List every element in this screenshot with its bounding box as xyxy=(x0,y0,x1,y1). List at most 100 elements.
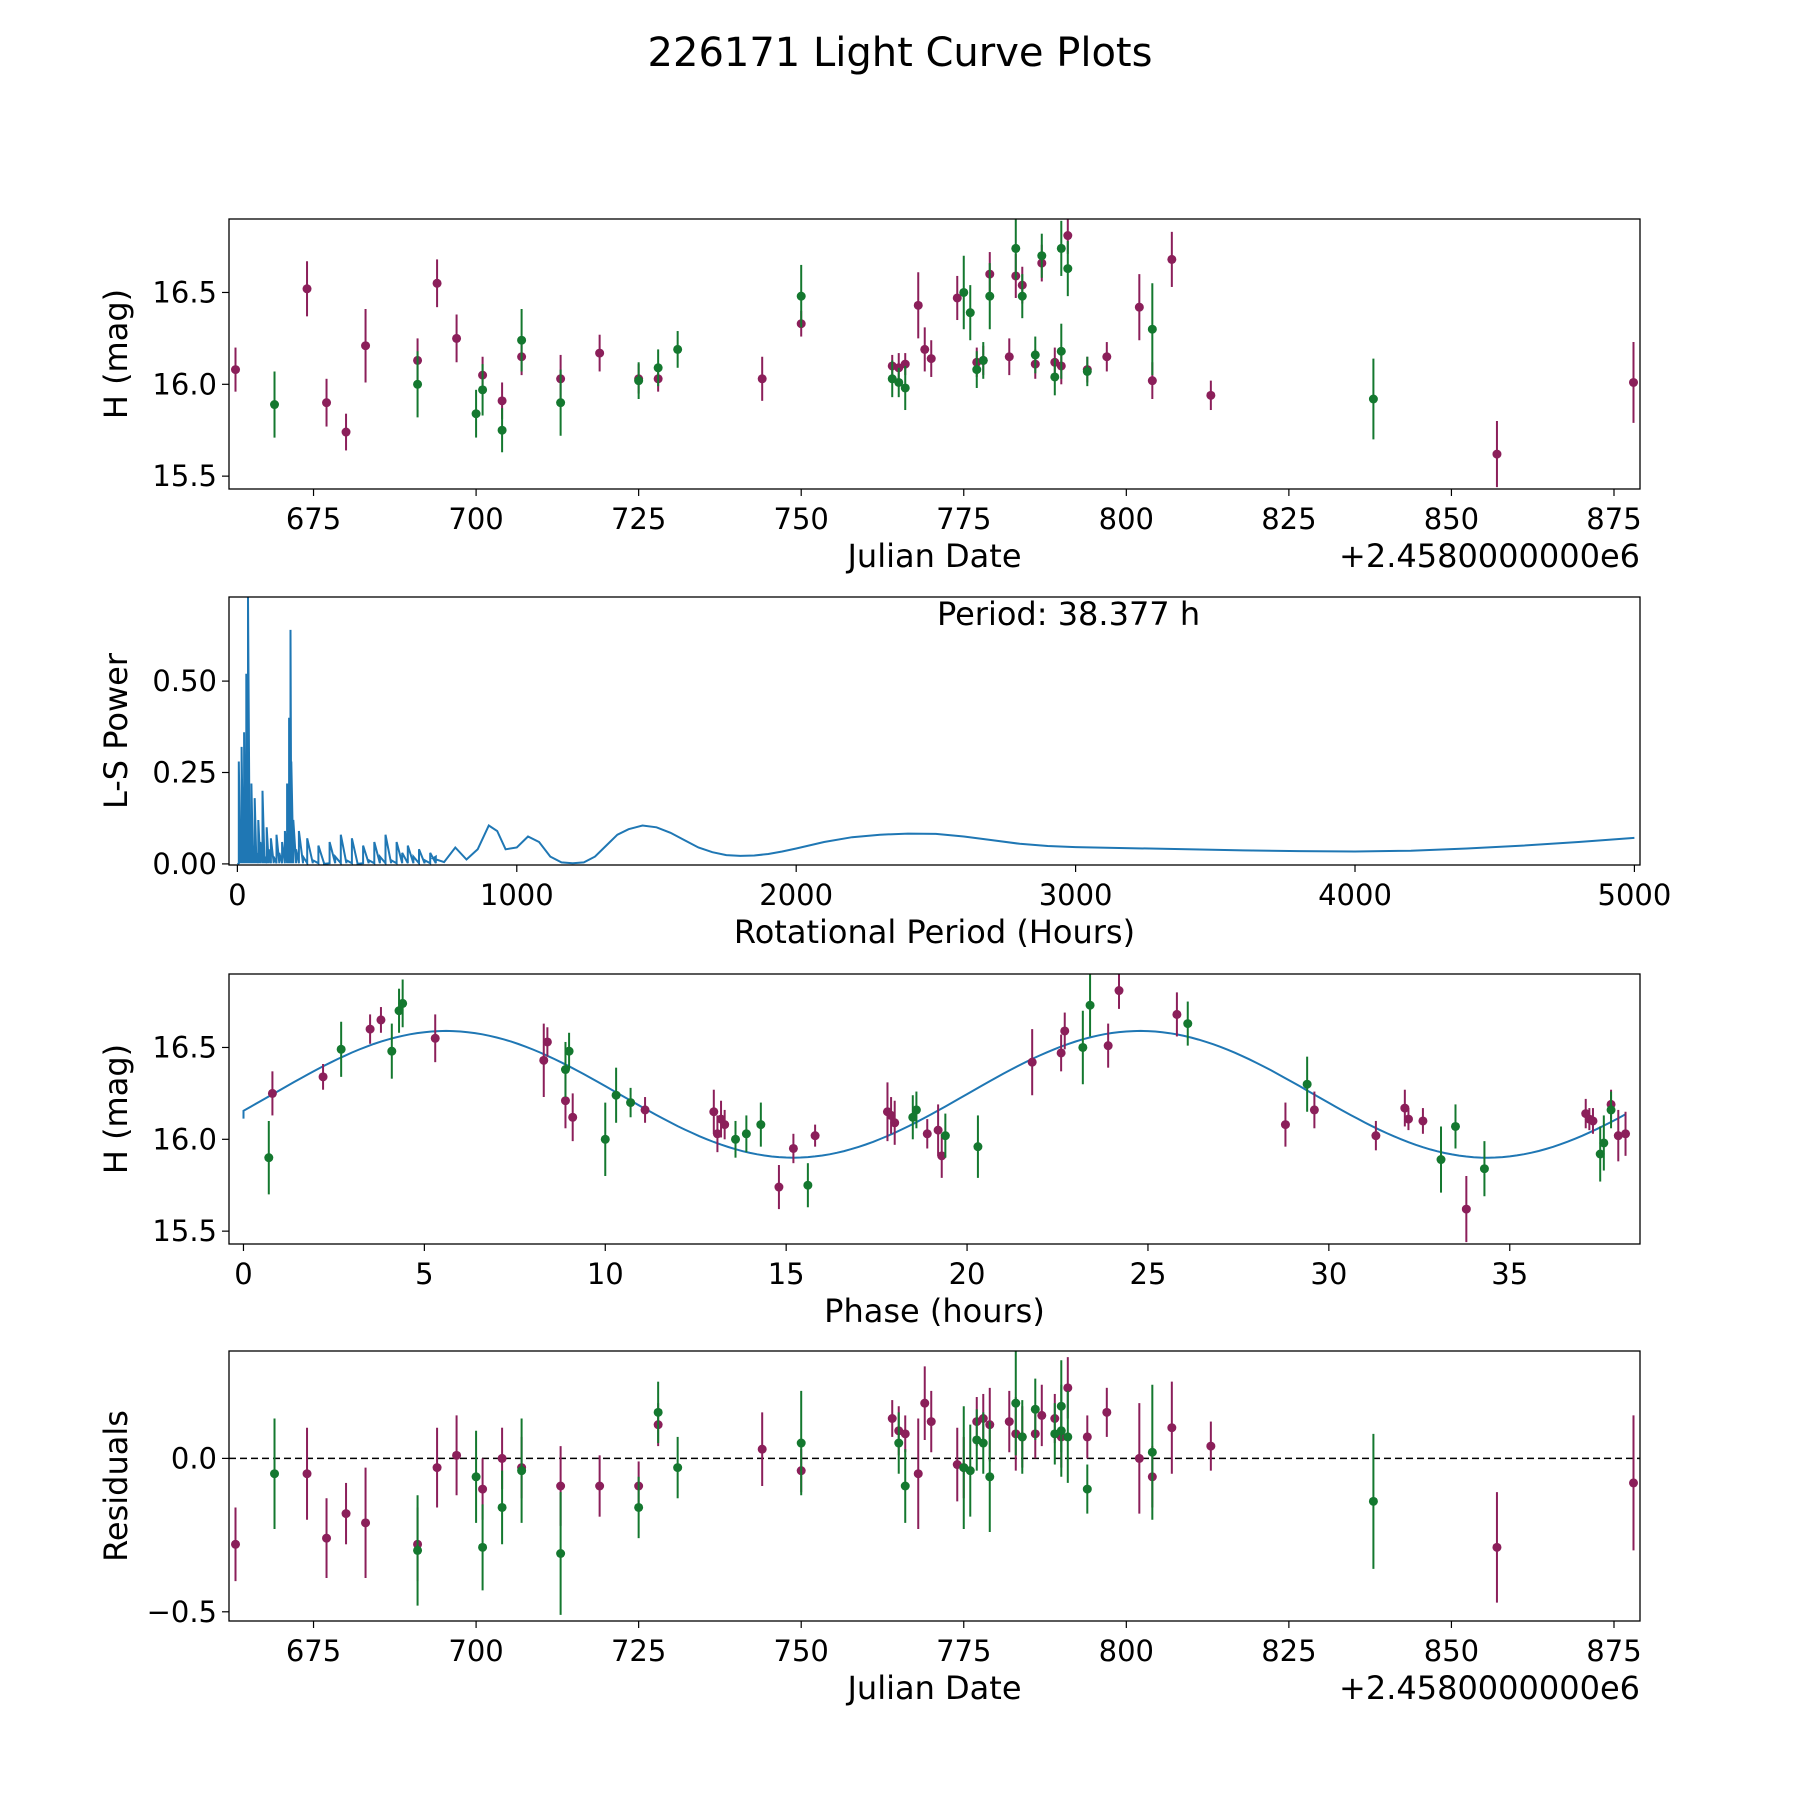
x-tick-label: 35 xyxy=(1491,1257,1528,1291)
data-point xyxy=(539,1055,549,1065)
subplot-lightcurve: 675 700 725 750 775 800 825 850 875 15.5 16.0 16.5 J… xyxy=(97,218,1642,575)
plot-area-lightcurve xyxy=(231,219,1638,488)
data-point xyxy=(1606,1105,1616,1115)
x-tick-label: 20 xyxy=(949,1257,986,1291)
data-point xyxy=(1418,1116,1428,1126)
data-point xyxy=(1102,1407,1112,1417)
data-point xyxy=(788,1143,798,1153)
data-point xyxy=(471,409,481,419)
x-tick-label: 800 xyxy=(1099,1634,1154,1668)
data-point xyxy=(952,293,962,303)
data-point xyxy=(564,1046,574,1056)
periodogram-line xyxy=(236,597,1635,865)
data-point xyxy=(653,1407,663,1417)
data-point xyxy=(796,1438,806,1448)
data-point xyxy=(913,300,923,310)
data-point xyxy=(1172,1009,1182,1019)
data-point xyxy=(267,1088,277,1098)
plot-area-phased xyxy=(242,974,1631,1243)
data-point xyxy=(1063,231,1073,241)
data-point xyxy=(595,348,605,358)
data-point xyxy=(497,1453,507,1463)
data-point xyxy=(634,376,644,386)
data-point xyxy=(978,355,988,365)
data-point xyxy=(959,287,969,297)
x-tick-label: 825 xyxy=(1261,502,1316,536)
data-point xyxy=(1082,1484,1092,1494)
data-point xyxy=(626,1098,636,1108)
data-point xyxy=(1628,377,1638,387)
data-point xyxy=(270,1469,280,1479)
data-point xyxy=(894,1438,904,1448)
x-tick-label: 850 xyxy=(1424,1634,1479,1668)
data-point xyxy=(972,365,982,375)
data-point xyxy=(394,1006,404,1016)
x-axis-label: Julian Date xyxy=(845,537,1021,575)
subplot-residuals: 675 700 725 750 775 800 825 850 875 −0.5 0.0 Julian… xyxy=(97,1350,1642,1707)
data-point xyxy=(1134,1453,1144,1463)
data-point xyxy=(600,1134,610,1144)
x-tick-label: 0 xyxy=(234,1257,252,1291)
y-axis-label: L-S Power xyxy=(97,652,135,809)
data-point xyxy=(1147,376,1157,386)
x-tick-label: 750 xyxy=(774,1634,829,1668)
data-point xyxy=(452,333,462,343)
data-point xyxy=(560,1065,570,1075)
data-point xyxy=(1461,1204,1471,1214)
x-tick-label: 850 xyxy=(1424,502,1479,536)
data-point xyxy=(1595,1149,1605,1159)
x-tick-label: 5 xyxy=(415,1257,433,1291)
data-point xyxy=(920,344,930,354)
data-point xyxy=(1004,1417,1014,1427)
y-axis-label: H (mag) xyxy=(97,1044,135,1174)
x-tick-label: 800 xyxy=(1099,502,1154,536)
data-point xyxy=(231,365,241,375)
x-tick-label: 775 xyxy=(936,1634,991,1668)
plot-area-periodogram xyxy=(236,597,1635,865)
data-point xyxy=(712,1129,722,1139)
x-tick-label: 875 xyxy=(1586,502,1641,536)
data-point xyxy=(756,1120,766,1130)
data-point xyxy=(595,1481,605,1491)
data-point xyxy=(1056,243,1066,253)
data-point xyxy=(478,385,488,395)
data-point xyxy=(542,1037,552,1047)
period-annotation: Period: 38.377 h xyxy=(937,595,1200,633)
data-point xyxy=(1613,1131,1623,1141)
x-tick-label: 750 xyxy=(774,502,829,536)
x-tick-label: 1000 xyxy=(480,878,554,912)
data-point xyxy=(894,377,904,387)
data-point xyxy=(556,1549,566,1558)
data-point xyxy=(634,1502,644,1512)
data-point xyxy=(1030,350,1040,360)
data-point xyxy=(900,383,910,393)
x-tick-label: 25 xyxy=(1130,1257,1167,1291)
data-point xyxy=(1011,1398,1021,1408)
data-point xyxy=(231,1539,241,1549)
data-point xyxy=(1082,1432,1092,1442)
data-point xyxy=(1280,1120,1290,1130)
x-tick-label: 675 xyxy=(286,502,341,536)
data-point xyxy=(965,308,975,318)
data-point xyxy=(926,1417,936,1427)
data-point xyxy=(264,1153,274,1163)
data-point xyxy=(432,278,442,288)
plot-area-residuals xyxy=(229,1351,1640,1615)
data-point xyxy=(556,1481,566,1491)
figure-title: 226171 Light Curve Plots xyxy=(648,30,1153,76)
data-point xyxy=(731,1134,741,1144)
x-tick-label: 15 xyxy=(768,1257,805,1291)
data-point xyxy=(1450,1121,1460,1131)
x-axis-label: Phase (hours) xyxy=(824,1292,1045,1330)
data-point xyxy=(985,291,995,301)
data-point xyxy=(270,400,280,410)
data-point xyxy=(1056,1426,1066,1436)
data-point xyxy=(922,1129,932,1139)
data-point xyxy=(1368,1496,1378,1506)
data-point xyxy=(911,1105,921,1115)
data-point xyxy=(1371,1131,1381,1141)
data-point xyxy=(1017,291,1027,301)
y-tick-label: 0.25 xyxy=(152,755,217,789)
data-point xyxy=(709,1107,719,1117)
data-point xyxy=(1621,1129,1631,1139)
